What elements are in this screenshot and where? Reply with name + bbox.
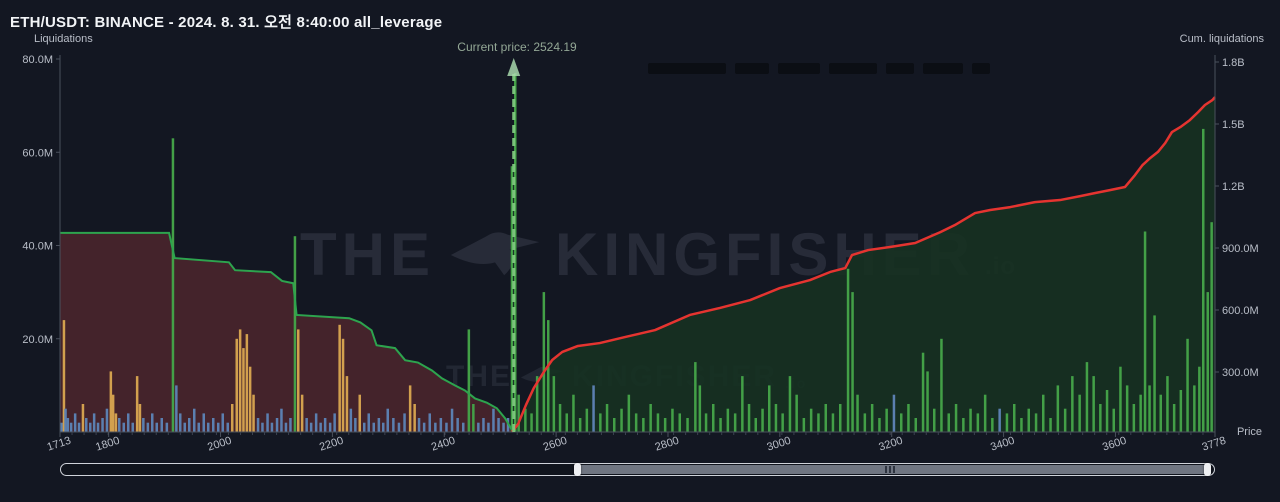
x-axis-tick-label: 3400 <box>989 435 1016 454</box>
legend-redacted-row <box>648 63 990 74</box>
legend-redacted-block <box>735 63 769 74</box>
left-axis-tick-label: 20.0M <box>22 334 53 346</box>
right-axis-tick-label: 300.0M <box>1222 367 1259 379</box>
current-price-arrow-icon <box>507 58 521 76</box>
x-minor-ticks <box>59 432 1216 435</box>
x-axis-tick-label: 2800 <box>654 435 681 454</box>
x-axis-tick-label: 3600 <box>1101 435 1128 454</box>
x-axis-tick-label: 2000 <box>206 435 233 454</box>
left-axis-title: Liquidations <box>34 33 93 45</box>
left-axis-tick-label: 60.0M <box>22 147 53 159</box>
x-axis-tick-label: 3778 <box>1201 435 1228 454</box>
short-liq-fill <box>60 232 512 432</box>
x-axis-title: Price <box>1236 426 1262 438</box>
legend-redacted-block <box>829 63 877 74</box>
x-axis-tick-label: 1713 <box>46 435 73 454</box>
x-axis-tick-label: 1800 <box>94 435 121 454</box>
chart-scrollbar-handle-left[interactable] <box>574 463 581 476</box>
chart-title: ETH/USDT: BINANCE - 2024. 8. 31. 오전 8:40… <box>10 14 443 31</box>
legend-redacted-block <box>886 63 914 74</box>
current-price-label: Current price: 2524.19 <box>457 40 577 54</box>
right-axis-tick-label: 1.5B <box>1222 119 1245 131</box>
legend-redacted-block <box>648 63 726 74</box>
left-axis-tick-label: 80.0M <box>22 54 53 66</box>
legend-redacted-block <box>778 63 820 74</box>
chart-scrollbar-grip[interactable] <box>885 466 895 473</box>
legend-redacted-block <box>923 63 963 74</box>
right-axis-tick-label: 600.0M <box>1222 305 1259 317</box>
right-axis-title: Cum. liquidations <box>1179 33 1264 45</box>
legend-redacted-block <box>972 63 990 74</box>
chart-scrollbar-range[interactable] <box>577 465 1208 474</box>
left-axis-tick-label: 40.0M <box>22 241 53 253</box>
x-axis-tick-label: 3000 <box>765 435 792 454</box>
right-axis-tick-label: 1.2B <box>1222 181 1245 193</box>
short-liq-line <box>60 231 513 431</box>
chart-scrollbar-track[interactable] <box>60 463 1215 476</box>
x-axis-tick-label: 2600 <box>542 435 569 454</box>
chart-scrollbar-handle-right[interactable] <box>1204 463 1211 476</box>
x-axis-tick-label: 3200 <box>877 435 904 454</box>
cum-liq-line <box>510 96 1216 433</box>
cum-liq-fill <box>511 97 1215 432</box>
x-axis-tick-label: 2400 <box>430 435 457 454</box>
right-axis-tick-label: 1.8B <box>1222 57 1245 69</box>
right-axis-tick-label: 900.0M <box>1222 243 1259 255</box>
x-axis-tick-label: 2200 <box>318 435 345 454</box>
liquidation-bars <box>60 73 1213 433</box>
